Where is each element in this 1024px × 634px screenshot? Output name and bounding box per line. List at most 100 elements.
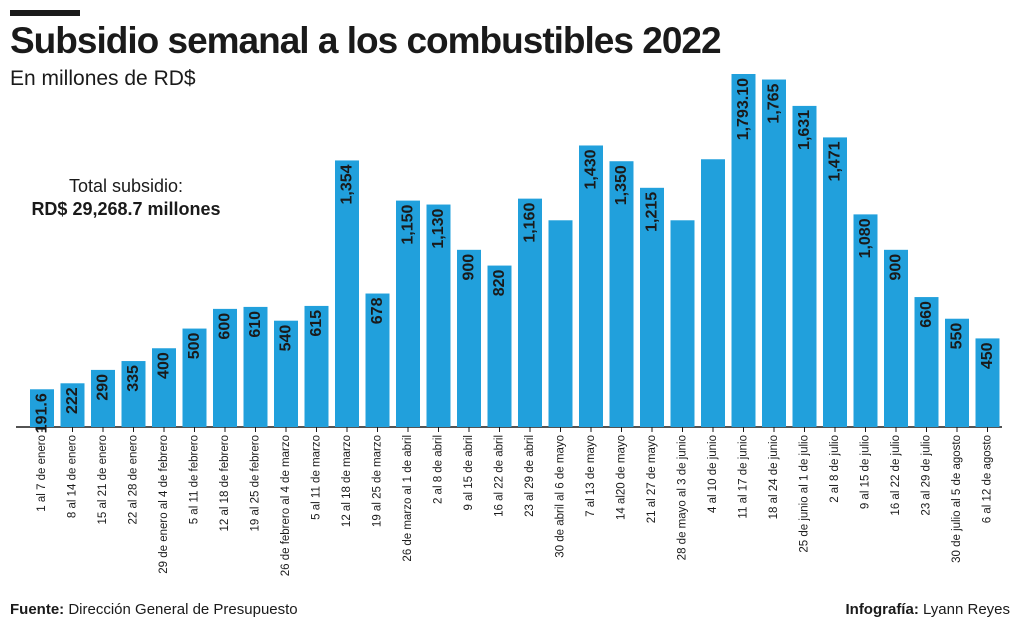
data-label: 1,150 [400, 205, 417, 245]
title-accent-bar [10, 10, 80, 16]
x-tick-label: 19 al 25 de febrero [250, 435, 262, 532]
bar [243, 306, 268, 427]
data-label: 335 [125, 365, 142, 392]
data-label: 500 [186, 332, 203, 359]
x-tick-label: 11 al 17 de junio [738, 435, 750, 519]
x-tick-label: 23 al 29 de abril [524, 435, 536, 517]
data-label: 1,354 [339, 164, 356, 204]
data-label: 900 [461, 254, 478, 281]
bar [152, 348, 176, 427]
data-label: 400 [156, 352, 173, 379]
bar [609, 161, 634, 428]
data-label: 1,350 [613, 165, 630, 205]
x-tick-label: 2 al 8 de julio [829, 435, 841, 503]
data-label: 820 [491, 269, 508, 296]
total-subsidy-box: Total subsidio: RD$ 29,268.7 millones [10, 175, 242, 221]
bar [30, 389, 54, 427]
x-tick-label: 14 al20 de mayo [616, 435, 628, 520]
total-subsidy-label: Total subsidio: [68, 176, 184, 196]
data-label: 610 [247, 311, 264, 338]
x-tick-label: 5 al 11 de febrero [189, 435, 201, 524]
bar [701, 159, 725, 427]
data-label: 1,430 [583, 149, 600, 189]
bar [91, 369, 115, 427]
data-label: 1,080 [857, 218, 874, 258]
bar [853, 214, 878, 427]
bar [640, 187, 664, 427]
x-tick-label: 22 al 28 de enero [128, 435, 140, 525]
total-subsidy-amount: RD$ 29,268.7 millones [31, 199, 221, 219]
data-label: 1,471 [827, 141, 844, 181]
bar [762, 79, 786, 428]
x-tick-label: 18 al 24 de junio [768, 435, 780, 519]
x-tick-label: 16 al 22 de abril [494, 435, 506, 517]
x-tick-label: 30 de julio al 5 de agosto [951, 435, 963, 563]
data-label: 550 [949, 323, 966, 350]
bar [975, 338, 1000, 427]
bar [823, 137, 847, 427]
data-label: 600 [217, 313, 234, 340]
bar [426, 204, 451, 427]
bar [60, 383, 85, 427]
x-tick-label: 15 al 21 de enero [97, 435, 109, 525]
chart-subtitle: En millones de RD$ [10, 67, 196, 90]
data-label: 222 [64, 387, 81, 414]
data-label: 1,130 [430, 208, 447, 248]
data-label: 450 [979, 342, 996, 369]
data-label: 660 [918, 301, 935, 328]
data-label: 678 [369, 297, 386, 324]
x-tick-label: 8 al 14 de enero [67, 435, 79, 518]
x-tick-label: 28 de mayo al 3 de junio [677, 435, 689, 560]
bar [731, 74, 756, 427]
bar [945, 318, 969, 427]
bar [457, 249, 481, 427]
x-tick-label: 30 de abril al 6 de mayo [555, 435, 567, 558]
x-tick-label: 5 al 11 de marzo [311, 435, 323, 520]
x-tick-label: 4 al 10 de junio [707, 435, 719, 513]
bar [182, 328, 207, 427]
data-label: 290 [95, 374, 112, 401]
x-tick-label: 26 de febrero al 4 de marzo [280, 435, 292, 576]
data-label: 1,765 [766, 83, 783, 123]
bar [396, 200, 420, 427]
bar [274, 320, 298, 427]
data-label: 1,160 [522, 203, 539, 243]
infographic-credit: Infografía: Lyann Reyes [845, 600, 1010, 620]
x-tick-label: 23 al 29 de julio [921, 435, 933, 516]
x-tick-label: 16 al 22 de julio [890, 435, 902, 516]
chart-title: Subsidio semanal a los combustibles 2022 [10, 20, 722, 61]
bar [914, 297, 939, 427]
bar [579, 145, 603, 427]
bar [335, 160, 359, 427]
bar [548, 220, 573, 427]
x-tick-label: 6 al 12 de agosto [982, 435, 994, 523]
source-credit: Fuente: Dirección General de Presupuesto [10, 600, 298, 620]
bar [304, 305, 329, 427]
data-label: 540 [278, 325, 295, 352]
bar [792, 105, 817, 428]
x-tick-label: 9 al 15 de abril [463, 435, 475, 510]
x-tick-label: 12 al 18 de febrero [219, 435, 231, 532]
bar [365, 293, 390, 427]
bar [213, 308, 237, 427]
source-label: Fuente: [10, 601, 65, 618]
x-tick-label: 19 al 25 de marzo [372, 435, 384, 527]
data-label: 1,631 [796, 110, 813, 150]
x-tick-label: 26 de marzo al 1 de abril [402, 435, 414, 562]
source-value: Dirección General de Presupuesto [68, 601, 298, 618]
data-label: 1,215 [644, 192, 661, 232]
x-tick-label: 21 al 27 de mayo [646, 435, 658, 523]
bar [670, 220, 695, 427]
data-label: 615 [308, 310, 325, 337]
x-tick-label: 25 de junio al 1 de julio [799, 435, 811, 553]
infographic-label: Infografía: [845, 601, 919, 618]
data-label: 191.6 [34, 393, 51, 433]
bar [121, 361, 146, 427]
bar [518, 198, 542, 427]
infographic-value: Lyann Reyes [923, 601, 1010, 618]
x-tick-label: 9 al 15 de julio [860, 435, 872, 509]
data-label: 900 [888, 254, 905, 281]
x-tick-label: 29 de enero al 4 de febrero [158, 435, 170, 574]
x-tick-label: 7 al 13 de mayo [585, 435, 597, 517]
